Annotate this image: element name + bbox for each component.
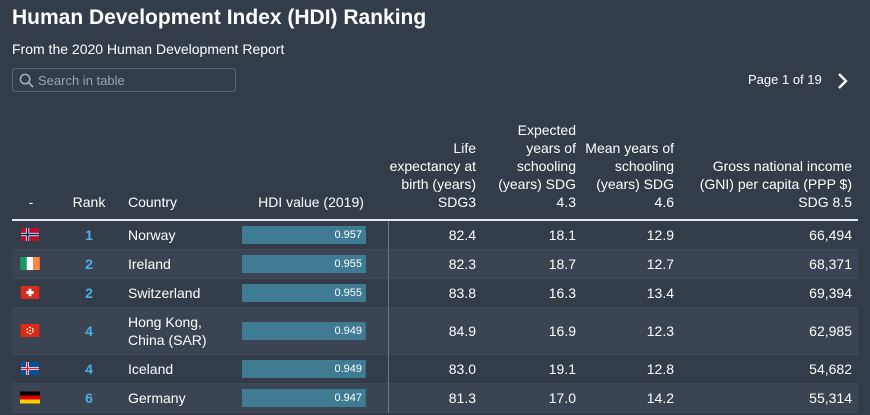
hdi-bar: 0.949 [242,321,366,340]
hdi-value: 0.949 [334,362,362,375]
flag-cell [12,249,50,278]
germany-flag-icon [20,391,40,404]
next-page-button[interactable] [834,70,852,92]
life-expectancy-cell: 83.8 [448,284,476,301]
expected-schooling-cell: 16.3 [548,284,576,301]
table-row[interactable]: 4 Hong Kong, China (SAR) 0.949 84.9 16.9… [12,307,858,354]
mean-schooling-cell: 12.3 [582,307,680,354]
rank-cell: 2 [85,284,93,301]
mean-schooling-cell: 14.2 [582,383,680,412]
flag-cell [12,278,50,307]
rank-cell: 2 [50,249,128,278]
hdi-bar: 0.957 [242,225,366,244]
table-row[interactable]: 4 Iceland 0.949 83.0 19.1 12.8 54,682 [12,354,858,383]
country-cell: Norway [128,226,176,243]
life-expectancy-cell: 82.3 [388,249,482,278]
flag-cell [12,354,50,383]
life-expectancy-cell: 82.4 [448,226,476,243]
norway-flag-icon [21,228,39,242]
hdi-cell: 0.955 [234,278,389,307]
column-header-mean-schooling[interactable]: Mean years of schooling (years) SDG 4.6 [582,118,680,221]
rank-cell: 1 [85,226,93,243]
hdi-value: 0.955 [334,257,362,270]
hdi-value: 0.955 [334,286,362,299]
hdi-value: 0.947 [334,391,362,404]
hong-kong-flag-icon [20,324,40,337]
country-cell: Ireland [128,249,234,278]
gni-cell: 69,394 [809,284,852,301]
gni-cell: 54,682 [809,360,852,377]
column-header-flag[interactable]: - [12,118,50,221]
flag-cell [12,307,50,354]
hdi-bar: 0.949 [242,359,366,378]
hdi-bar: 0.955 [242,254,366,273]
mean-schooling-cell: 13.4 [646,284,674,301]
expected-schooling-cell: 17.0 [482,383,582,412]
flag-cell [12,383,50,412]
country-cell: Switzerland [128,284,201,301]
life-expectancy-cell: 81.3 [388,383,482,412]
gni-cell: 68,371 [680,249,858,278]
hdi-cell: 0.957 [234,220,389,249]
hdi-cell: 0.949 [234,354,389,383]
expected-schooling-cell: 16.9 [482,307,582,354]
search-input[interactable] [38,69,235,91]
table-row[interactable]: 2 Switzerland 0.955 83.8 16.3 13.4 69,39… [12,278,858,307]
rank-cell: 4 [85,360,93,377]
ireland-flag-icon [20,257,40,270]
mean-schooling-cell: 12.7 [582,249,680,278]
table-row[interactable]: 2 Ireland 0.955 82.3 18.7 12.7 68,371 [12,249,858,278]
gni-cell: 62,985 [680,307,858,354]
table-header-row: - Rank Country HDI value (2019) Life exp… [12,118,858,221]
expected-schooling-cell: 18.1 [548,226,576,243]
hdi-table: - Rank Country HDI value (2019) Life exp… [12,118,858,413]
hdi-value: 0.957 [334,228,362,241]
hdi-bar: 0.955 [242,283,366,302]
country-cell: Iceland [128,360,174,377]
column-header-life-expectancy[interactable]: Life expectancy at birth (years) SDG3 [388,118,482,221]
column-header-hdi[interactable]: HDI value (2019) [234,118,388,221]
flag-cell [12,220,50,249]
page-title: Human Development Index (HDI) Ranking [12,6,427,29]
iceland-flag-icon [20,362,40,375]
hdi-bar: 0.947 [242,388,366,407]
search-box[interactable] [12,68,236,92]
hdi-cell: 0.955 [234,249,389,278]
table-row[interactable]: 1 Norway 0.957 82.4 18.1 12.9 66,494 [12,220,858,249]
country-cell: Hong Kong, China (SAR) [128,307,234,354]
column-header-rank[interactable]: Rank [50,118,128,221]
hdi-cell: 0.949 [234,307,389,354]
gni-cell: 55,314 [680,383,858,412]
switzerland-flag-icon [20,286,40,299]
column-header-expected-schooling[interactable]: Expected years of schooling (years) SDG … [482,118,582,221]
rank-cell: 6 [50,383,128,412]
gni-cell: 66,494 [809,226,852,243]
country-cell: Germany [128,383,234,412]
column-header-gni[interactable]: Gross national income (GNI) per capita (… [680,118,858,221]
chevron-right-icon [838,73,848,89]
column-header-country[interactable]: Country [128,118,234,221]
table-row[interactable]: 6 Germany 0.947 81.3 17.0 14.2 55,314 [12,383,858,412]
mean-schooling-cell: 12.8 [646,360,674,377]
search-icon [19,73,34,88]
page-indicator: Page 1 of 19 [748,72,822,87]
expected-schooling-cell: 19.1 [548,360,576,377]
life-expectancy-cell: 83.0 [448,360,476,377]
hdi-cell: 0.947 [234,383,389,412]
expected-schooling-cell: 18.7 [482,249,582,278]
life-expectancy-cell: 84.9 [388,307,482,354]
page-subtitle: From the 2020 Human Development Report [12,41,285,57]
rank-cell: 4 [50,307,128,354]
mean-schooling-cell: 12.9 [646,226,674,243]
hdi-value: 0.949 [334,324,362,337]
